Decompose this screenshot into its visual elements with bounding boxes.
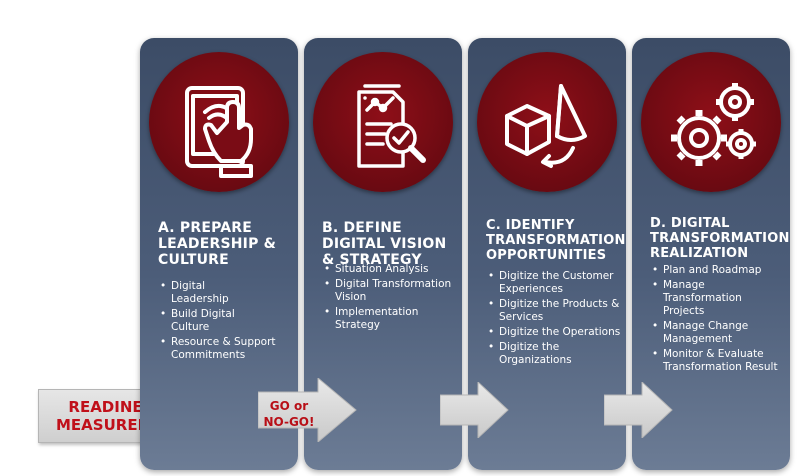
card-d-item: Manage Change Management (652, 320, 786, 346)
gears-icon (671, 83, 756, 166)
card-b-item: Implementation Strategy (324, 306, 458, 332)
card-d-item: Monitor & Evaluate Transformation Result (652, 348, 786, 374)
tablet-touch-icon (185, 86, 253, 178)
card-b-item: Situation Analysis (324, 263, 458, 276)
circle-b (313, 52, 453, 192)
3d-shapes-icon (505, 84, 587, 168)
card-a-list: Digital Leadership Build Digital Culture… (160, 280, 294, 364)
go-no-go-label: GO or NO-GO! (263, 399, 315, 429)
card-c-title: C. IDENTIFY TRANSFORMATION OPPORTUNITIES (486, 218, 626, 263)
card-b-list: Situation Analysis Digital Transformatio… (324, 263, 458, 334)
card-d-item: Manage Transformation Projects (652, 279, 786, 318)
card-c-item: Digitize the Operations (488, 326, 622, 339)
document-analysis-icon (357, 84, 426, 168)
card-b-item: Digital Transformation Vision (324, 278, 455, 304)
flow-arrow-c (440, 382, 509, 438)
card-a-item: Build Digital Culture (160, 308, 251, 334)
card-a-item: Digital Leadership (160, 280, 241, 306)
card-d-item: Plan and Roadmap (652, 264, 786, 277)
card-a-title: A. PREPARE LEADERSHIP & CULTURE (158, 220, 277, 268)
card-d-list: Plan and Roadmap Manage Transformation P… (652, 264, 786, 376)
card-c-list: Digitize the Customer Experiences Digiti… (488, 270, 622, 369)
card-prepare-leadership: A. PREPARE LEADERSHIP & CULTURE Digital … (140, 38, 298, 470)
flow-arrow-d (604, 382, 673, 438)
card-d-title: D. DIGITAL TRANSFORMATION REALIZATION (650, 216, 790, 261)
card-c-item: Digitize the Organizations (488, 341, 622, 367)
card-c-item: Digitize the Customer Experiences (488, 270, 622, 296)
circle-a (149, 52, 289, 192)
card-transformation-realization: D. DIGITAL TRANSFORMATION REALIZATION Pl… (632, 38, 790, 470)
circle-d (641, 52, 781, 192)
go-no-go-arrow (258, 378, 357, 442)
circle-c (477, 52, 617, 192)
card-a-item: Resource & Support Commitments (160, 336, 294, 362)
card-c-item: Digitize the Products & Services (488, 298, 622, 324)
card-b-title: B. DEFINE DIGITAL VISION & STRATEGY (322, 220, 447, 268)
